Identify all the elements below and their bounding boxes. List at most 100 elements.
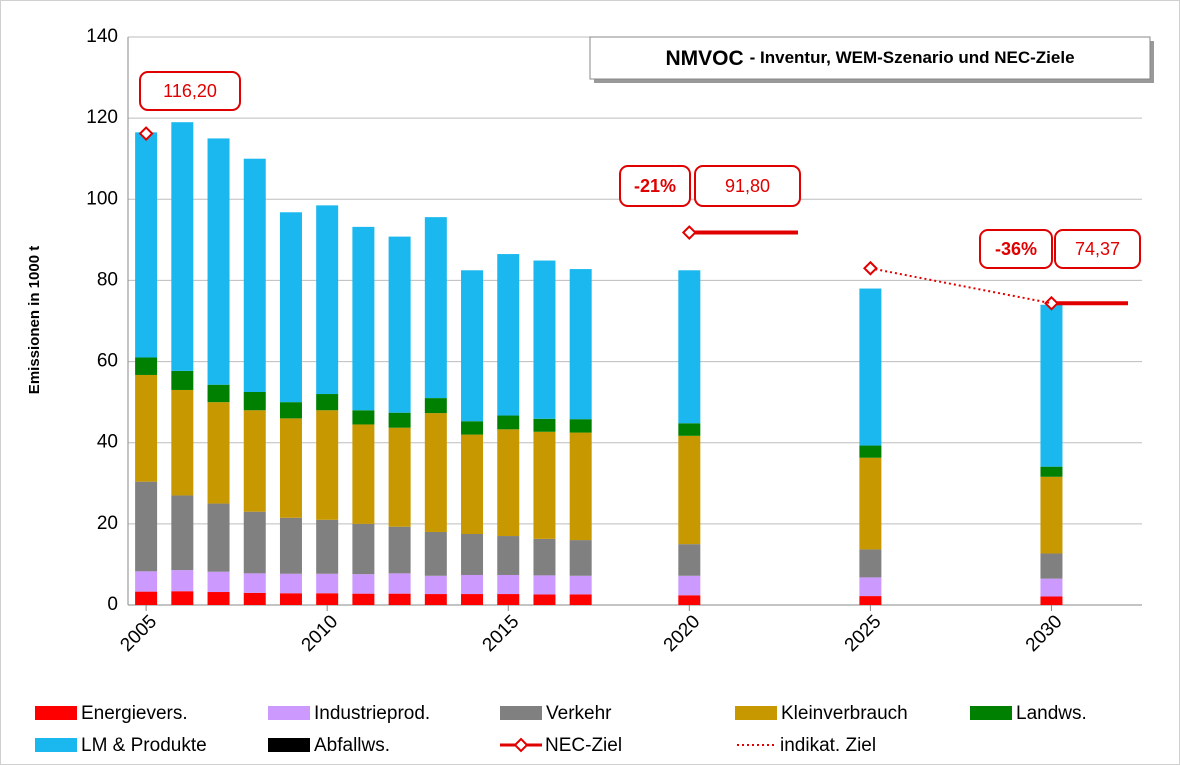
bar-segment <box>388 526 411 574</box>
legend-marker <box>513 737 529 753</box>
bar-segment <box>859 577 882 597</box>
legend-swatch <box>500 706 542 720</box>
bar-segment <box>135 571 158 592</box>
bar-segment <box>207 503 230 572</box>
annotation-box <box>694 165 801 207</box>
bar-segment <box>352 523 375 575</box>
bar-segment <box>497 254 520 416</box>
bar-segment <box>352 593 375 605</box>
bar-segment <box>171 591 194 605</box>
bar-segment <box>135 374 158 482</box>
legend-swatch <box>970 706 1012 720</box>
bar-segment <box>279 418 302 518</box>
bar-segment <box>243 573 266 593</box>
bar-segment <box>678 270 701 424</box>
bar-segment <box>678 544 701 576</box>
legend-label: Abfallws. <box>314 735 390 756</box>
annotation-box <box>139 71 241 111</box>
bar-segment <box>424 398 447 414</box>
bar-segment <box>569 575 592 595</box>
bar-segment <box>388 412 411 428</box>
bar-segment <box>424 217 447 399</box>
annotation: 74,37 <box>1075 239 1120 259</box>
bar-segment <box>533 260 556 419</box>
bar-segment <box>569 419 592 433</box>
annotation: -36% <box>995 239 1037 259</box>
bar-segment <box>497 415 520 430</box>
y-tick-label: 0 <box>107 594 118 615</box>
y-tick-label: 60 <box>97 351 118 372</box>
bar-segment <box>352 410 375 425</box>
bar-segment <box>533 538 556 576</box>
bar-segment <box>859 445 882 458</box>
bar-segment <box>352 226 375 411</box>
bar-segment <box>533 431 556 539</box>
bar-segment <box>388 427 411 527</box>
marker <box>1044 295 1059 311</box>
bar-segment <box>678 423 701 436</box>
bar-segment <box>316 593 339 605</box>
bar-segment <box>243 592 266 605</box>
annotation-box <box>1054 229 1141 269</box>
bar-segment <box>569 540 592 576</box>
bar-segment <box>461 574 484 595</box>
bar-segment <box>859 457 882 550</box>
bar-segment <box>207 138 230 385</box>
bar-segment <box>388 236 411 413</box>
bar-segment <box>533 575 556 595</box>
marker <box>138 126 154 141</box>
bar-segment <box>678 435 701 545</box>
bar-segment <box>461 421 484 435</box>
legend-label: Verkehr <box>546 703 612 724</box>
bar-segment <box>533 418 556 432</box>
title-sub: - Inventur, WEM-Szenario und NEC-Ziele <box>750 48 1075 67</box>
bar-segment <box>569 594 592 605</box>
bar-segment <box>859 596 882 605</box>
bar-segment <box>678 595 701 605</box>
title-main: NMVOC <box>665 47 743 70</box>
bar-segment <box>461 534 484 575</box>
marker <box>862 260 878 276</box>
legend-swatch <box>35 706 77 720</box>
bar-segment <box>207 384 230 403</box>
bar-segment <box>569 269 592 420</box>
bar-segment <box>135 357 158 375</box>
bar-segment <box>135 481 158 572</box>
bar-segment <box>207 571 230 593</box>
bar-segment <box>171 122 194 371</box>
legend-label: Energievers. <box>81 703 188 724</box>
bar-segment <box>1040 466 1063 477</box>
bar-segment <box>533 594 556 605</box>
bar-segment <box>424 413 447 532</box>
bar-segment <box>243 158 266 392</box>
y-axis-label: Emissionen in 1000 t <box>26 246 43 394</box>
bar-segment <box>135 132 158 358</box>
bar-segment <box>352 574 375 594</box>
bar-segment <box>279 402 302 419</box>
bar-segment <box>352 424 375 524</box>
bar-segment <box>461 594 484 605</box>
bar-segment <box>1040 304 1063 467</box>
bar-segment <box>424 531 447 576</box>
bar-segment <box>279 573 302 594</box>
annotation: 91,80 <box>725 176 770 196</box>
bar-segment <box>388 593 411 605</box>
legend-label: Industrieprod. <box>314 703 430 724</box>
marker <box>681 225 697 240</box>
y-tick-label: 20 <box>97 513 118 534</box>
bar-segment <box>497 574 520 595</box>
bar-segment <box>678 575 701 596</box>
bar-segment <box>171 389 194 496</box>
legend-label: Landws. <box>1016 703 1087 724</box>
legend-label: Kleinverbrauch <box>781 703 908 724</box>
bar-segment <box>207 402 230 504</box>
legend-label: NEC-Ziel <box>545 735 622 756</box>
bar-segment <box>316 394 339 411</box>
bar-segment <box>859 549 882 578</box>
dotted-line <box>870 267 1052 305</box>
bar-segment <box>243 511 266 574</box>
bar-segment <box>497 429 520 537</box>
annotation: -21% <box>634 176 676 196</box>
bar-segment <box>497 594 520 605</box>
